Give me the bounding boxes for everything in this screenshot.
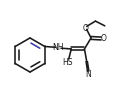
Text: O: O — [100, 34, 106, 43]
Text: HS: HS — [62, 58, 72, 67]
Text: O: O — [83, 24, 88, 33]
Text: N: N — [85, 70, 91, 79]
Text: NH: NH — [52, 43, 64, 52]
